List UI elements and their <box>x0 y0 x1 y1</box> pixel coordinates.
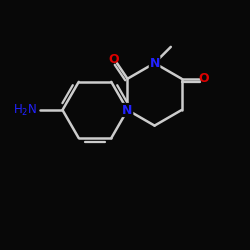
Text: N: N <box>122 104 133 117</box>
Text: O: O <box>108 53 118 66</box>
Text: H$_2$N: H$_2$N <box>13 102 38 118</box>
Text: N: N <box>150 57 160 70</box>
Text: O: O <box>199 72 209 85</box>
